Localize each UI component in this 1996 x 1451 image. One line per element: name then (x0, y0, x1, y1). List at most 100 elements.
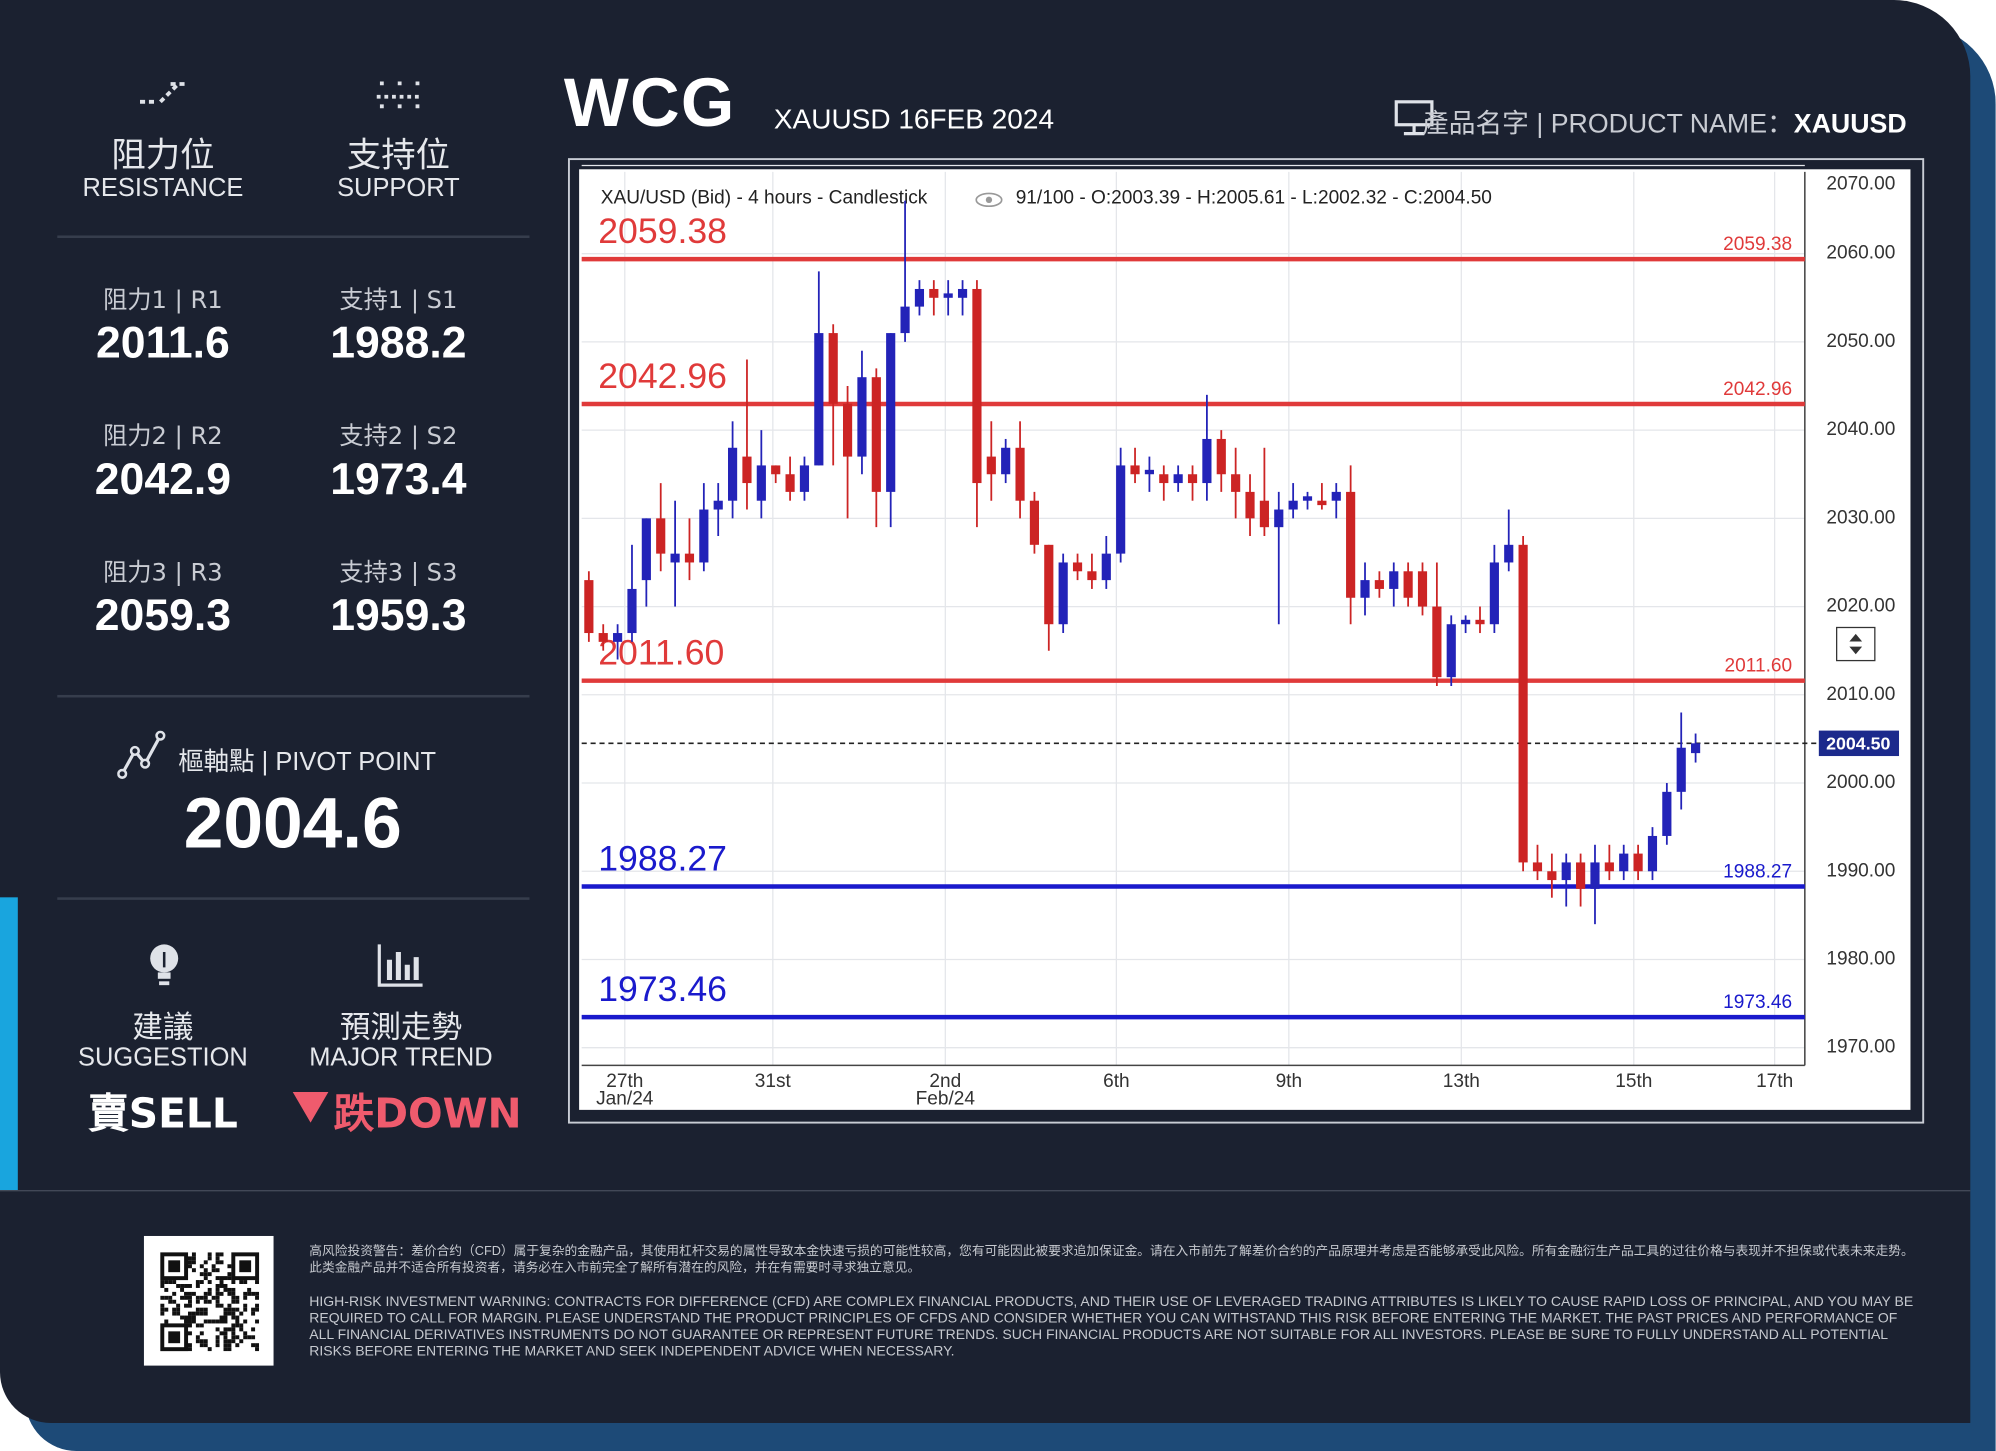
qr-module (203, 1268, 208, 1273)
candle-body (1216, 438, 1226, 475)
qr-module (251, 1291, 256, 1296)
candle-body (613, 633, 623, 642)
level-label: 支持3 | S3 (339, 558, 458, 587)
qr-module (195, 1339, 200, 1344)
candle-body (857, 377, 867, 457)
qr-module (160, 1284, 165, 1288)
candle-body (627, 588, 637, 634)
qr-module (176, 1311, 181, 1316)
qr-module (164, 1307, 169, 1312)
qr-module (187, 1264, 192, 1269)
level-tag: 1988.27 (1723, 862, 1792, 883)
qr-module (255, 1307, 260, 1312)
candle-body (1403, 571, 1413, 598)
qr-module (195, 1299, 200, 1304)
qr-module (215, 1319, 220, 1324)
y-tick-label: 2030.00 (1826, 507, 1895, 528)
qr-module (215, 1343, 220, 1348)
candle-body (1504, 544, 1514, 563)
chart-subtitle: 91/100 - O:2003.39 - H:2005.61 - L:2002.… (1016, 188, 1492, 209)
qr-module (187, 1343, 192, 1348)
qr-module (180, 1284, 185, 1288)
qr-module (215, 1260, 220, 1265)
qr-module (203, 1343, 208, 1348)
qr-module (235, 1343, 240, 1348)
candle-body (598, 633, 608, 642)
qr-module (180, 1295, 185, 1300)
candle-body (1518, 544, 1528, 863)
support-title: 支持位 (346, 136, 450, 176)
level-tag: 2042.96 (1723, 379, 1792, 400)
qr-module (255, 1319, 260, 1324)
qr-module (160, 1311, 165, 1316)
level-label: 1973.46 (598, 969, 727, 1009)
candle-body (1489, 562, 1499, 625)
qr-module (219, 1291, 224, 1296)
x-tick-label: 9th (1276, 1071, 1303, 1092)
qr-module (164, 1280, 169, 1285)
qr-module (184, 1291, 188, 1296)
qr-module (172, 1299, 177, 1304)
qr-module (187, 1256, 192, 1261)
candle-body (1302, 496, 1313, 501)
qr-module (255, 1291, 260, 1296)
qr-module (231, 1331, 236, 1336)
candle-body (1187, 474, 1198, 484)
qr-module (160, 1295, 165, 1300)
qr-finder (160, 1323, 189, 1352)
level-value: 2042.9 (94, 454, 232, 505)
disclaimer-en: HIGH-RISK INVESTMENT WARNING: CONTRACTS … (309, 1294, 1914, 1360)
qr-module (203, 1291, 208, 1296)
qr-module (235, 1323, 240, 1328)
qr-module (219, 1315, 224, 1320)
qr-module (207, 1347, 212, 1352)
qr-module (215, 1287, 220, 1292)
qr-module (187, 1299, 192, 1304)
candle-body (1173, 474, 1183, 484)
candle-body (699, 509, 709, 563)
qr-module (227, 1307, 232, 1312)
level-label: 1988.27 (598, 838, 727, 878)
candle-body (1662, 791, 1672, 836)
candle-body (1058, 562, 1068, 625)
qr-module (195, 1295, 200, 1300)
qr-module (215, 1339, 220, 1344)
qr-module (235, 1295, 240, 1300)
level-label: 阻力2 | R2 (103, 422, 223, 451)
qr-module (203, 1319, 208, 1324)
y-tick-label: 1980.00 (1826, 949, 1895, 970)
candle-body (1475, 619, 1485, 625)
candle-body (914, 288, 925, 307)
x-tick-label: 2nd (929, 1071, 961, 1092)
candle-body (771, 465, 781, 475)
qr-module (191, 1319, 196, 1324)
candle-body (1547, 871, 1557, 881)
y-tick-label: 2040.00 (1826, 419, 1895, 440)
qr-module (207, 1272, 212, 1277)
resistance-icon (140, 82, 186, 104)
level-value: 1973.4 (330, 454, 467, 505)
qr-module (223, 1276, 228, 1281)
qr-module (231, 1287, 236, 1292)
qr-module (215, 1256, 220, 1261)
qr-module (207, 1252, 212, 1257)
product-date: XAUUSD 16FEB 2024 (773, 103, 1055, 135)
qr-module (223, 1331, 228, 1336)
level-label: 2042.96 (598, 356, 727, 396)
candle-body (1461, 619, 1471, 625)
qr-module (207, 1319, 212, 1324)
x-tick-label: 13th (1443, 1071, 1480, 1092)
qr-module (227, 1291, 232, 1296)
candle-body (785, 474, 795, 492)
qr-module (187, 1323, 192, 1328)
separator (57, 897, 530, 900)
candle-body (1633, 853, 1643, 872)
qr-module (227, 1264, 232, 1269)
qr-module (191, 1268, 196, 1273)
qr-module (203, 1276, 208, 1281)
eye-icon (975, 192, 1003, 208)
qr-module (223, 1347, 228, 1352)
qr-module (239, 1327, 244, 1332)
candle-body (1590, 862, 1600, 889)
qr-module (187, 1260, 192, 1265)
